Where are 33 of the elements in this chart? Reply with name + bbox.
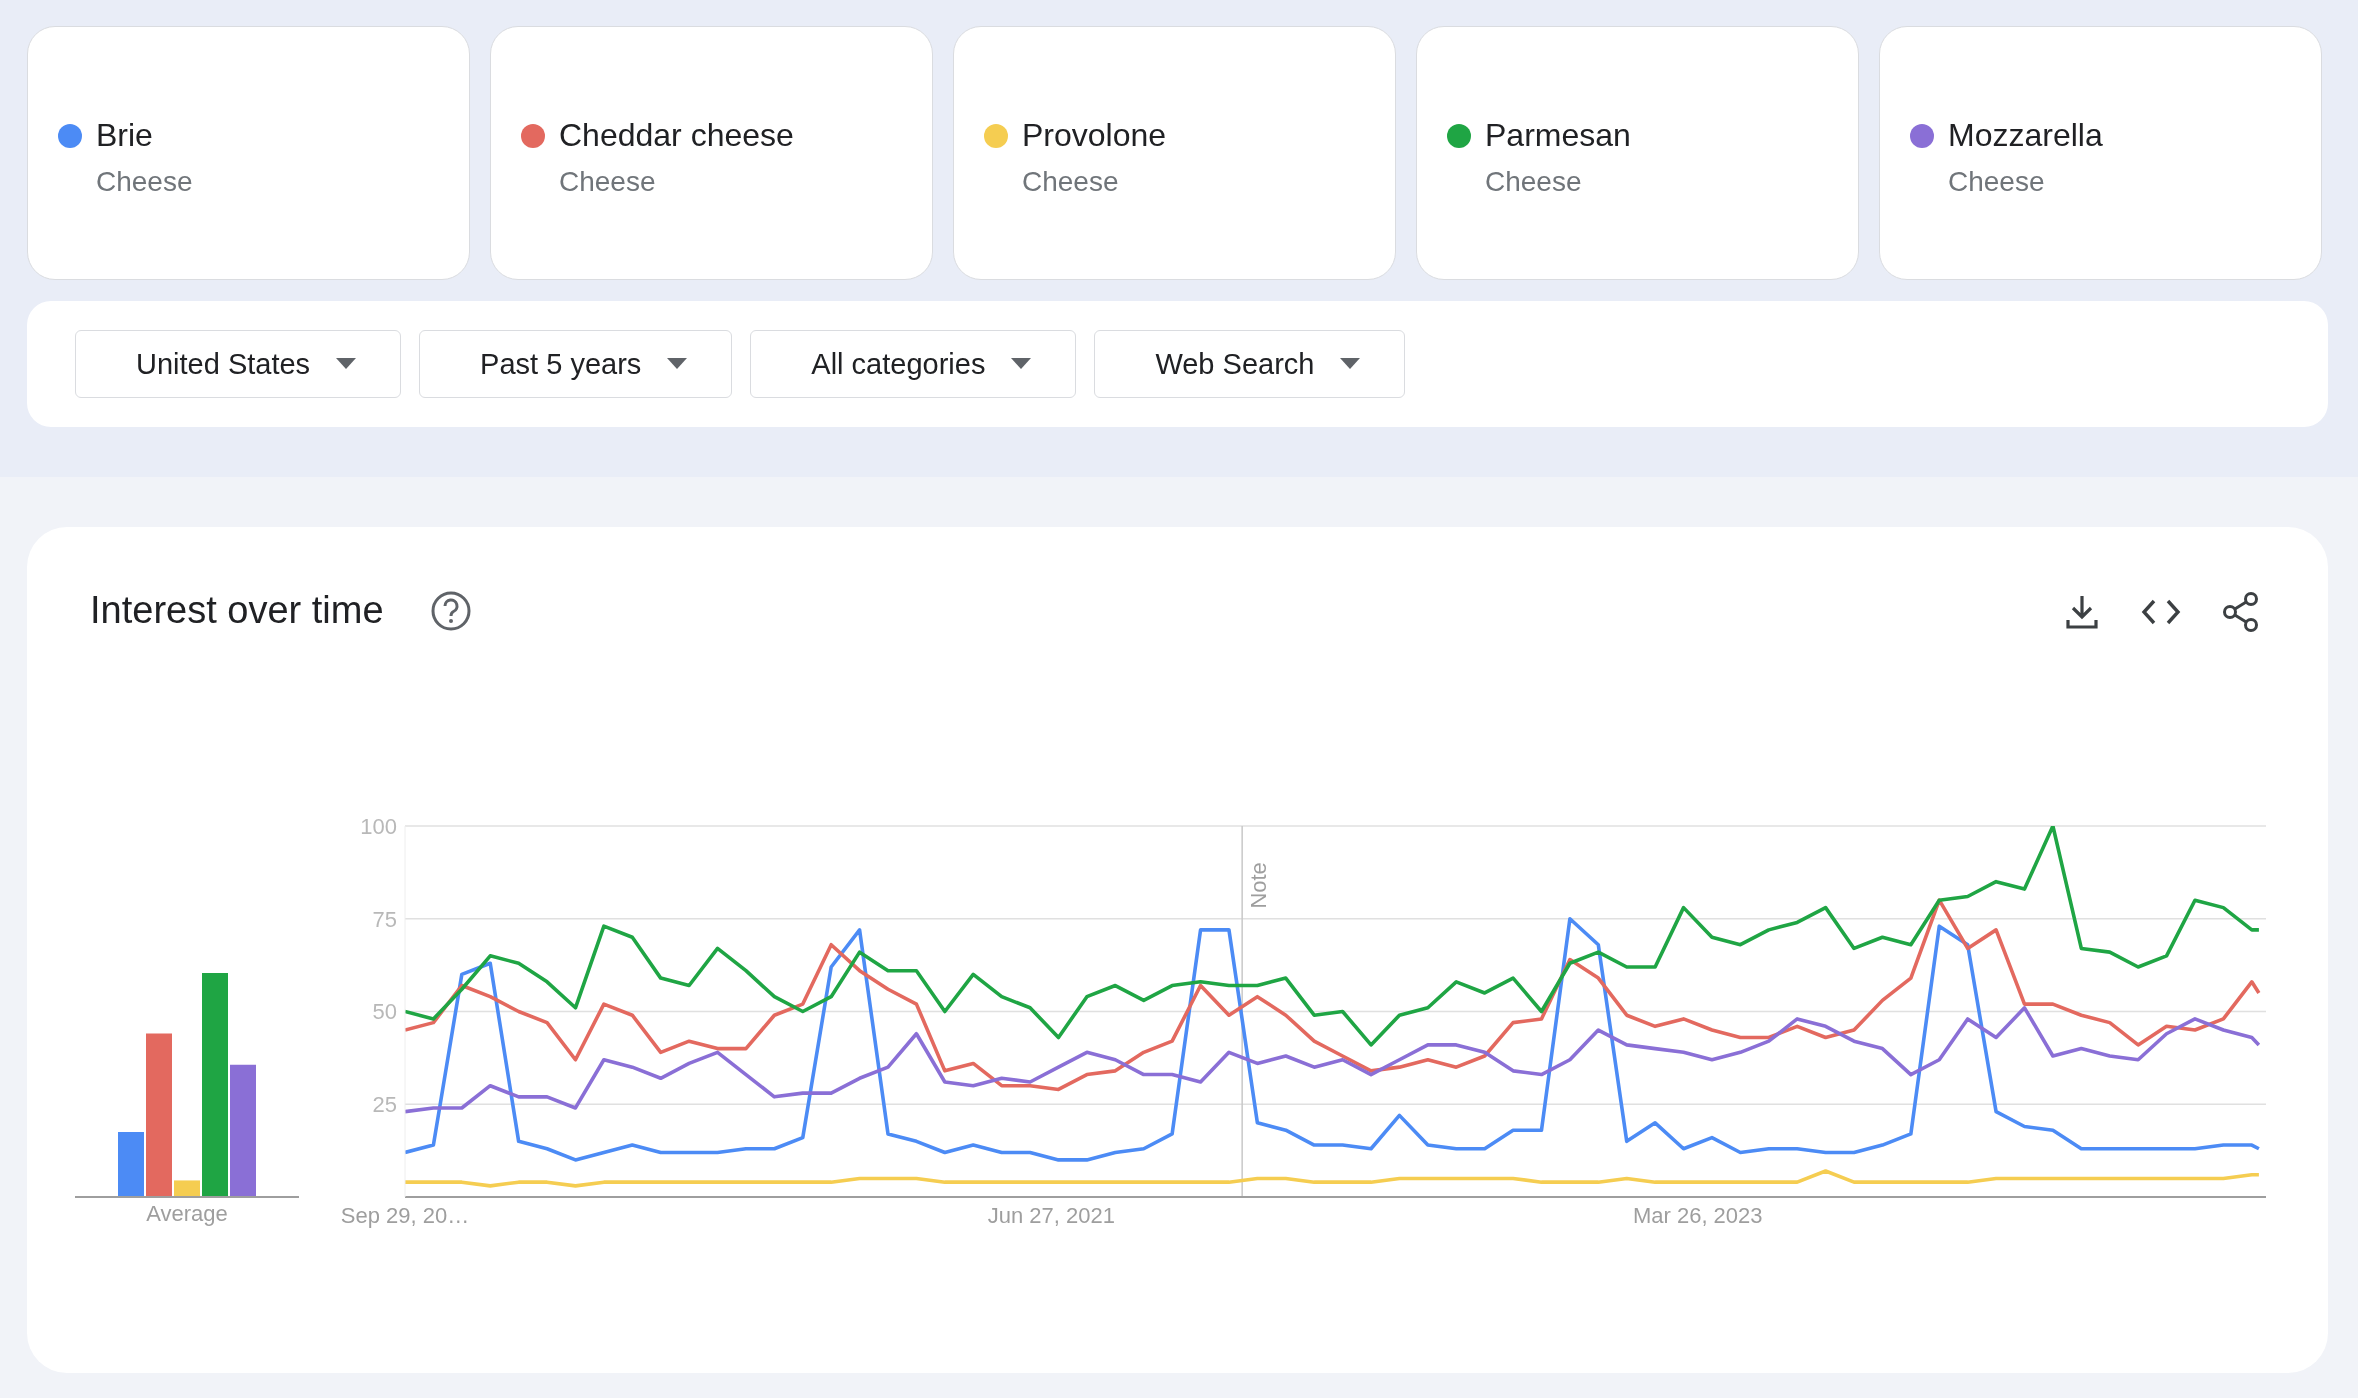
chart-title: Interest over time — [90, 589, 384, 632]
x-tick-label: Jun 27, 2021 — [987, 1203, 1115, 1228]
text: Web Search — [1155, 347, 1315, 381]
ref-line-label: Note — [1245, 862, 1271, 909]
text: Mozzarella — [1948, 117, 2103, 153]
bar — [118, 1132, 144, 1197]
text: Cheese — [559, 165, 656, 199]
line-series — [405, 826, 2261, 1047]
bar — [174, 1180, 200, 1197]
x-tick-label: Mar 26, 2023 — [1632, 1203, 1763, 1228]
text: Cheese — [1485, 165, 1582, 199]
text: Cheese — [96, 165, 193, 199]
y-tick-label: 25 — [372, 1092, 397, 1118]
line-series — [405, 916, 2261, 1162]
bar — [202, 973, 228, 1197]
text: Parmesan — [1485, 117, 1631, 153]
text: Cheese — [1948, 165, 2045, 199]
text: Cheddar cheese — [559, 117, 794, 153]
bar — [230, 1064, 256, 1197]
text: United States — [136, 347, 311, 381]
text: All categories — [811, 347, 986, 381]
line-series — [405, 1169, 2261, 1188]
y-tick-label: 75 — [372, 906, 397, 932]
x-tick-label: Sep 29, 20… — [340, 1203, 470, 1228]
y-tick-label: 50 — [372, 999, 397, 1025]
text: Cheese — [1022, 165, 1119, 199]
line-series — [405, 1005, 2261, 1114]
x-tick-label: Average — [146, 1200, 228, 1226]
y-tick-label: 100 — [360, 813, 397, 839]
bar — [146, 1033, 172, 1197]
text: Past 5 years — [480, 347, 642, 381]
text: Brie — [96, 117, 153, 153]
text: Provolone — [1022, 117, 1167, 153]
